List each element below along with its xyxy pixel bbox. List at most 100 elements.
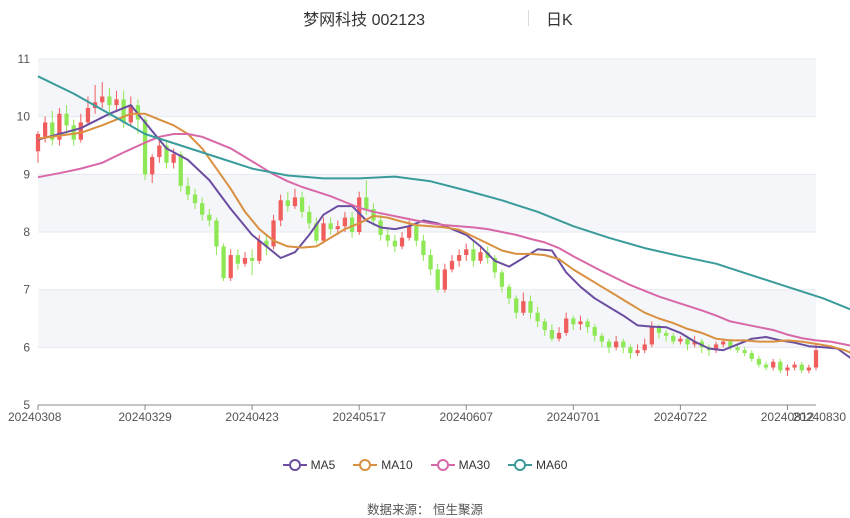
candle-up [556,332,562,339]
candle-up [171,154,176,163]
candle-up [578,321,583,325]
legend-swatch [430,458,455,472]
candle-up [114,99,119,106]
candle-down [671,335,676,342]
candle-up [678,338,683,342]
candle-down [264,240,269,247]
candle-up [721,341,726,345]
candle-down [735,347,740,351]
candle-down [685,338,690,345]
legend-item-ma60[interactable]: MA60 [508,458,567,472]
candle-down [71,125,76,140]
candle-down [592,327,597,336]
candle-down [214,220,219,247]
candle-down [528,301,533,313]
legend-swatch [282,458,307,472]
legend-swatch [508,458,533,472]
candle-down [185,185,191,195]
candle-up [649,327,654,345]
grid-band [38,289,816,348]
candle-down [628,347,633,354]
candle-down [506,286,512,299]
candle-up [642,344,647,351]
candle-up [456,255,462,261]
candle-down [307,211,312,224]
stock-title: 梦网科技 002123 [303,12,425,29]
candle-up [157,145,162,158]
candle-down [499,272,505,287]
x-tick-label: 20240607 [440,410,494,424]
x-tick-label: 20240308 [8,410,62,424]
x-tick-label: 20240423 [225,410,279,424]
candle-down [192,194,198,204]
candle-up [635,350,640,354]
candle-down [414,226,419,241]
data-source: 数据来源： 恒生聚源 [367,503,483,517]
candle-up [806,367,812,371]
legend-swatch [353,458,378,472]
candle-down [742,350,747,354]
candle-up [785,367,790,371]
candle-up [342,217,348,227]
candle-up [442,269,447,290]
x-tick-label: 20240329 [118,410,172,424]
candle-down [207,214,212,221]
candle-down [64,113,69,126]
y-tick-label: 8 [23,225,30,239]
candle-down [571,318,576,325]
candle-down [385,234,390,241]
candle-up [449,260,455,270]
legend-item-ma10[interactable]: MA10 [353,458,413,472]
candle-down [606,341,612,348]
legend-label: MA30 [458,458,491,472]
candle-down [328,223,333,230]
y-tick-label: 10 [17,110,31,124]
candle-up [150,157,155,175]
candle-down [392,240,398,247]
candle-up [257,240,262,261]
legend-swatch-dot [359,459,372,471]
x-tick-label: 20240701 [547,410,601,424]
legend-swatch-dot [514,459,527,471]
chart-legend: MA5 MA10 MA30 MA60 [0,458,850,472]
period-tab-daily[interactable]: 日K [546,12,573,29]
candlestick-chart: 5 6 7 8 9 10 11 20240308 20240329 20240423 2024051… [8,52,850,424]
ma60-line [37,75,850,311]
candle-down [349,217,355,232]
candle-down [421,240,426,256]
candle-up [321,223,326,241]
candle-up [614,341,619,348]
legend-item-ma30[interactable]: MA30 [430,458,491,472]
candle-down [200,203,205,215]
x-tick-label: 20240812 [761,410,815,424]
candle-down [371,208,376,221]
candle-down [585,321,590,328]
legend-item-ma5[interactable]: MA5 [282,458,336,472]
candle-up [242,257,248,264]
candle-down [249,257,255,261]
candle-up [478,252,483,261]
candle-down [299,197,305,212]
candle-up [692,341,697,345]
candle-up [335,226,340,230]
candle-up [407,226,412,238]
candle-up [78,122,83,140]
candle-down [164,145,169,163]
candle-up [792,364,797,368]
candle-up [813,350,819,368]
candle-down [121,99,126,123]
legend-label: MA5 [310,458,336,472]
candle-up [271,220,276,247]
candle-down [221,246,226,279]
ma10-line [37,112,850,354]
candle-up [464,249,469,256]
legend-swatch-dot [436,459,449,471]
candle-up [42,122,48,137]
candle-down [549,330,555,339]
x-tick-label: 20240517 [332,410,386,424]
ma30-line [37,133,850,347]
candle-down [621,341,626,348]
candle-down [514,298,519,313]
chart-header: 梦网科技 002123 日K [0,0,850,34]
y-tick-label: 6 [23,340,30,354]
